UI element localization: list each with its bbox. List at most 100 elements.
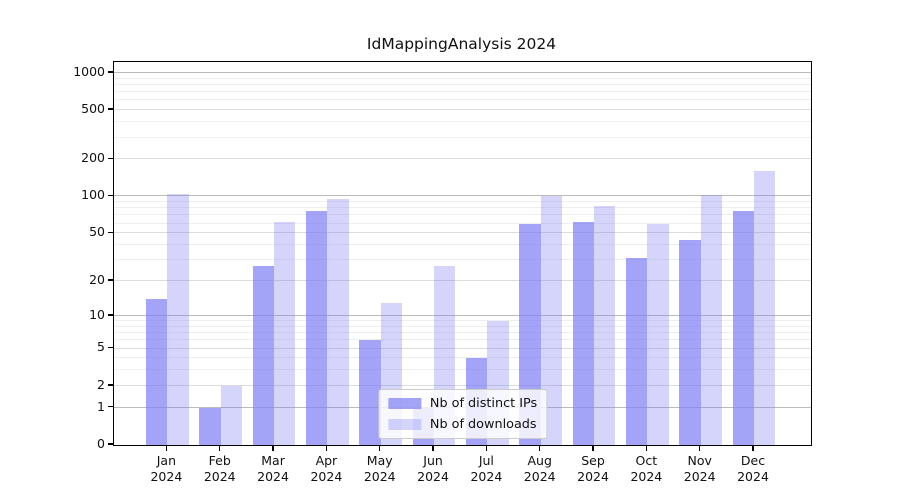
bar-distinct-ips [359,340,381,445]
bar-distinct-ips [306,211,328,445]
gridline [114,384,811,386]
x-axis-tick [592,446,594,451]
bar-distinct-ips [732,211,755,445]
x-tick-label: May 2024 [363,453,396,484]
legend-label-downloads: Nb of downloads [429,417,537,432]
bar-downloads [647,223,669,445]
gridline [114,332,811,333]
bar-distinct-ips [146,299,168,445]
bar-distinct-ips [199,407,221,445]
x-axis-tick [485,446,488,451]
x-tick-label: Jan 2024 [150,453,183,484]
x-axis-tick [752,446,754,451]
gridline [114,280,811,282]
legend-item-downloads: Nb of downloads [387,417,537,432]
bar-downloads [754,170,776,445]
legend-swatch-downloads [387,419,421,430]
y-tick-label: 10 [89,306,105,322]
x-tick-label: Apr 2024 [310,453,343,484]
x-axis-tick [272,446,274,451]
gridline [114,195,811,197]
plot-area: Nb of distinct IPs Nb of downloads [113,61,812,446]
x-axis-tick [432,446,434,451]
legend-label-distinct-ips: Nb of distinct IPs [429,396,538,411]
gridline [114,369,811,371]
legend-swatch-distinct-ips [387,398,421,409]
gridline [114,314,811,316]
gridline [114,121,811,123]
y-axis-tick [108,443,113,445]
gridline [114,319,811,321]
bar-downloads [594,205,616,445]
x-axis-tick [699,446,701,451]
x-axis-tick [379,446,381,451]
gridline [114,347,811,349]
x-axis-tick [165,446,168,451]
bar-downloads [700,194,722,445]
legend-item-distinct-ips: Nb of distinct IPs [387,396,538,411]
y-axis-tick [108,108,113,110]
y-tick-label: 500 [81,101,105,117]
x-tick-label: Mar 2024 [257,453,289,484]
x-axis-tick [539,446,541,451]
x-tick-label: Oct 2024 [630,453,663,484]
x-tick-label: Dec 2024 [737,453,769,484]
gridline [114,77,811,79]
y-tick-label: 0 [97,436,105,451]
gridline [114,232,811,234]
y-axis-tick [108,231,113,233]
bar-downloads [327,199,349,445]
y-axis-tick [108,405,113,408]
bar-downloads [220,385,243,445]
y-axis-tick [108,157,113,160]
gridline [114,91,811,93]
y-axis-tick [108,194,113,197]
y-axis-tick [108,384,113,386]
y-tick-label: 50 [89,224,105,240]
gridline [114,325,811,327]
gridline [114,222,811,224]
gridline [114,83,811,85]
x-tick-label: Nov 2024 [683,453,716,484]
gridline [114,243,811,245]
y-axis-tick [108,314,113,316]
x-tick-label: Feb 2024 [203,453,236,484]
x-tick-label: Jun 2024 [417,453,449,484]
bar-distinct-ips [679,239,701,445]
bar-distinct-ips [572,221,595,445]
y-tick-label: 200 [81,150,105,166]
bar-downloads [167,193,189,445]
bar-distinct-ips [626,258,648,445]
y-tick-label: 1000 [73,63,105,79]
y-tick-label: 1 [97,398,105,414]
bar-downloads [540,196,562,445]
chart-title: IdMappingAnalysis 2024 [366,35,557,53]
gridline [114,214,811,216]
gridline [114,109,811,111]
bar-downloads [274,221,296,445]
x-tick-label: Jul 2024 [470,453,503,484]
gridline [114,339,811,341]
y-tick-label: 5 [97,339,105,355]
y-axis-tick [108,279,113,281]
gridline [114,259,811,261]
legend: Nb of distinct IPs Nb of downloads [377,389,548,439]
gridline [114,71,811,73]
bar-distinct-ips [252,265,275,445]
x-axis-tick [219,446,221,451]
y-axis-tick [108,71,113,73]
gridline [114,136,811,138]
y-axis-tick [108,346,113,349]
gridline [114,99,811,101]
gridline [114,158,811,160]
gridline [114,357,811,359]
gridline [114,201,811,203]
y-tick-label: 2 [97,376,105,392]
x-tick-label: Sep 2024 [577,453,609,484]
x-axis-tick [645,446,648,451]
y-tick-label: 100 [81,187,105,203]
x-axis-tick [325,446,328,451]
gridline [114,207,811,209]
x-tick-label: Aug 2024 [523,453,556,484]
